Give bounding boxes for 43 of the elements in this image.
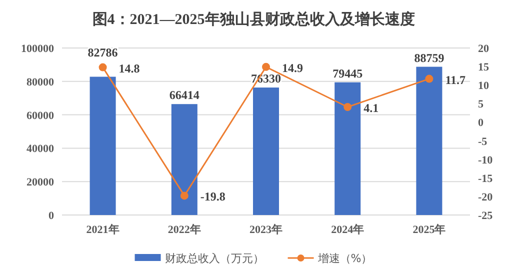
y2-tick-label: 0	[478, 117, 484, 130]
y2-tick-label: -25	[478, 210, 494, 222]
y2-tick-label: 20	[478, 43, 490, 55]
point	[180, 192, 188, 200]
y-tick-label: 40000	[26, 143, 54, 156]
data-label: 82786	[88, 45, 118, 60]
y2-tick-label: -15	[478, 172, 494, 185]
y-tick-label: 20000	[26, 176, 54, 189]
bar	[90, 76, 116, 215]
data-label: 11.7	[445, 72, 466, 87]
point	[98, 63, 107, 72]
point	[262, 62, 270, 71]
point	[344, 103, 352, 112]
y2-tick-label: -20	[478, 191, 494, 204]
y2-tick-label: -5	[478, 136, 488, 148]
legend-label: 财政总收入（万元）	[164, 252, 264, 265]
data-label: 66414	[169, 88, 200, 102]
bar	[171, 104, 198, 215]
x-tick-label: 2025年	[412, 223, 446, 236]
chart-title: 图4：2021—2025年独山县财政总收入及增长速度	[92, 10, 415, 28]
data-label: -19.8	[200, 190, 226, 204]
bar	[334, 82, 361, 215]
y2-tick-label: -10	[478, 154, 494, 166]
legend-label: 增速（%）	[316, 252, 372, 265]
y-tick-label: 100000	[21, 43, 54, 55]
y2-tick-label: 10	[478, 80, 490, 92]
bar	[416, 66, 442, 215]
data-label: 79445	[332, 66, 363, 80]
x-tick-label: 2021年	[86, 223, 120, 236]
data-label: 4.1	[364, 101, 379, 116]
point	[425, 74, 434, 83]
x-tick-label: 2022年	[168, 223, 201, 236]
bar	[253, 88, 279, 215]
data-label: 14.9	[282, 60, 303, 75]
x-tick-label: 2023年	[250, 223, 282, 236]
y-tick-label: 60000	[26, 110, 54, 122]
y-tick-label: 0	[48, 210, 54, 222]
y2-tick-label: 15	[478, 62, 490, 74]
x-tick-label: 2024年	[331, 223, 364, 236]
y-tick-label: 80000	[26, 76, 54, 88]
data-label: 14.8	[118, 61, 140, 76]
data-label: 88759	[414, 50, 444, 65]
y2-tick-label: 5	[478, 98, 484, 111]
